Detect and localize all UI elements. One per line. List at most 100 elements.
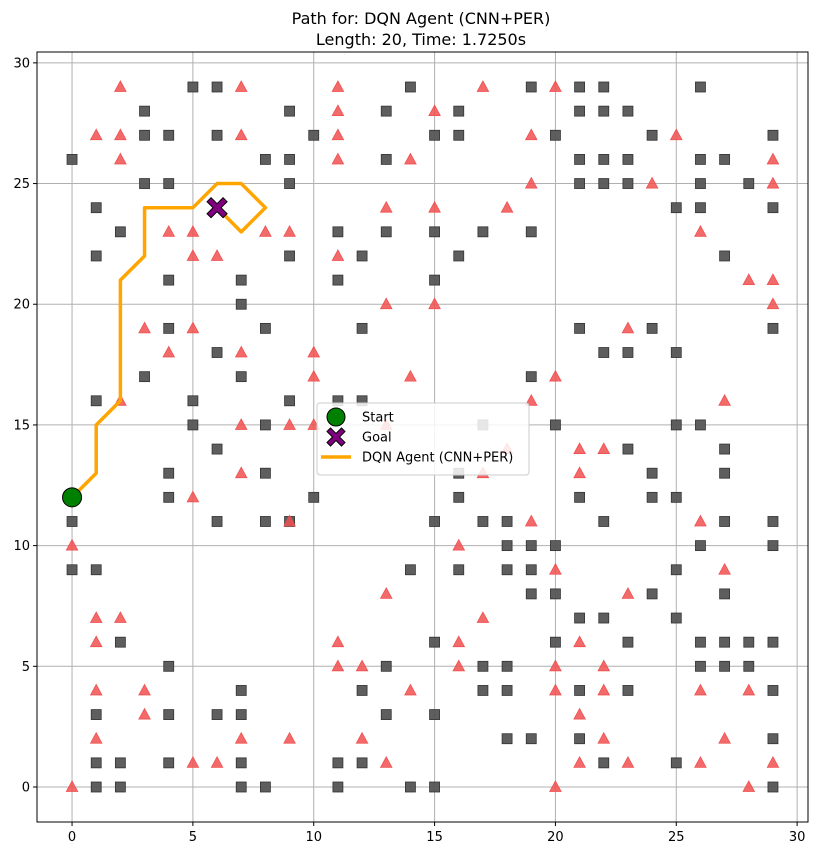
hazard-marker	[65, 538, 79, 551]
legend: Start Goal DQN Agent (CNN+PER)	[316, 402, 530, 476]
hazard-marker	[766, 756, 780, 768]
hazard-marker	[283, 731, 296, 744]
chart-subtitle: Length: 20, Time: 1.7250s	[316, 30, 526, 49]
y-tick-label: 20	[13, 298, 30, 313]
obstacle-marker	[284, 105, 295, 117]
hazard-marker	[573, 635, 586, 648]
obstacle-marker	[767, 636, 779, 648]
hazard-marker	[694, 756, 707, 768]
obstacle-marker	[622, 154, 634, 165]
hazard-marker	[283, 224, 296, 237]
x-tick-label: 15	[426, 830, 443, 845]
hazard-marker	[162, 345, 176, 358]
obstacle-marker	[767, 129, 779, 141]
hazard-marker	[452, 659, 466, 672]
hazard-marker	[742, 780, 756, 792]
obstacle-marker	[719, 636, 731, 648]
obstacle-marker	[743, 660, 755, 672]
obstacle-marker	[695, 202, 706, 214]
obstacle-marker	[622, 685, 634, 696]
goal-marker	[206, 196, 228, 219]
obstacle-marker	[598, 347, 610, 358]
hazard-marker	[621, 321, 635, 334]
obstacle-marker	[501, 733, 513, 745]
obstacle-marker	[114, 757, 126, 769]
hazard-marker	[355, 659, 369, 672]
obstacle-marker	[429, 781, 440, 793]
obstacle-marker	[622, 178, 634, 189]
obstacle-marker	[163, 757, 175, 769]
obstacle-marker	[308, 129, 320, 141]
hazard-marker	[259, 224, 272, 237]
hazard-marker	[549, 683, 562, 696]
x-tick-label: 0	[68, 830, 76, 845]
hazard-marker	[476, 80, 490, 92]
obstacle-marker	[453, 491, 465, 503]
legend-label: DQN Agent (CNN+PER)	[362, 451, 513, 466]
hazard-marker	[452, 538, 466, 551]
grid-lines	[37, 52, 808, 822]
obstacle-marker	[429, 274, 440, 286]
hazard-marker	[428, 297, 441, 310]
obstacle-marker	[90, 564, 102, 576]
hazard-marker	[234, 128, 248, 141]
hazard-marker	[331, 128, 345, 141]
obstacle-marker	[695, 419, 706, 431]
obstacle-marker	[574, 491, 586, 503]
legend-label: Start	[362, 411, 394, 426]
obstacle-marker	[719, 660, 731, 672]
obstacle-marker	[525, 226, 537, 238]
obstacle-marker	[163, 322, 175, 334]
hazard-marker	[355, 731, 369, 744]
obstacle-marker	[259, 419, 271, 431]
obstacle-marker	[356, 322, 368, 334]
obstacle-marker	[767, 781, 779, 793]
obstacle-marker	[622, 636, 634, 648]
obstacle-marker	[90, 781, 102, 793]
obstacle-marker	[501, 564, 513, 576]
obstacle-marker	[429, 636, 440, 648]
hazard-marker	[138, 683, 151, 696]
obstacle-marker	[211, 347, 223, 358]
hazard-marker	[331, 249, 345, 261]
hazard-marker	[573, 466, 586, 479]
obstacle-marker	[646, 588, 658, 600]
obstacle-marker	[308, 491, 320, 503]
obstacle-marker	[525, 371, 537, 383]
y-tick-label: 25	[13, 177, 30, 192]
x-tick-label: 25	[668, 830, 685, 845]
y-tick-label: 0	[22, 781, 30, 796]
x-tick-label: 20	[547, 830, 564, 845]
obstacle-marker	[211, 709, 223, 720]
legend-box	[316, 402, 530, 476]
obstacle-marker	[525, 733, 537, 745]
start-goal-markers	[62, 196, 228, 508]
obstacle-marker	[501, 540, 513, 552]
obstacle-marker	[187, 395, 199, 407]
hazard-marker	[597, 659, 611, 672]
hazard-marker	[379, 756, 393, 768]
obstacle-marker	[525, 540, 537, 552]
obstacle-marker	[259, 154, 271, 165]
obstacle-marker	[163, 467, 175, 479]
obstacle-marker	[574, 81, 586, 93]
hazard-marker	[307, 345, 321, 358]
hazard-marker	[621, 756, 635, 768]
hazard-marker	[210, 249, 224, 261]
hazard-marker	[500, 200, 514, 213]
obstacle-marker	[719, 443, 731, 455]
hazard-marker	[283, 514, 296, 527]
obstacle-marker	[380, 660, 392, 672]
obstacle-marker	[380, 105, 392, 117]
obstacle-marker	[163, 491, 175, 503]
hazard-marker	[234, 80, 248, 92]
hazard-marker	[234, 418, 248, 430]
obstacle-marker	[767, 322, 779, 334]
obstacle-marker	[90, 757, 102, 769]
obstacle-marker	[670, 491, 682, 503]
obstacle-marker	[284, 178, 295, 189]
obstacle-marker	[598, 612, 610, 624]
obstacle-marker	[743, 178, 755, 189]
obstacle-marker	[163, 709, 175, 720]
obstacle-marker	[66, 516, 78, 527]
